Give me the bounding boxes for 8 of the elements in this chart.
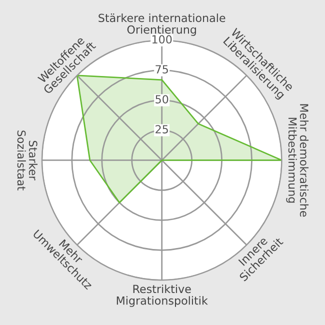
y-tick-label: 75 <box>156 65 168 74</box>
spoke-label: Restriktive Migrationspolitik <box>116 284 208 307</box>
spoke-label: Starker Sozialstaat <box>17 130 38 190</box>
y-tick-label: 50 <box>156 95 168 104</box>
spoke-label: Stärkere internationale Orientierung <box>98 14 226 36</box>
y-tick-label: 100 <box>152 35 172 44</box>
y-tick-label: 25 <box>156 125 168 134</box>
spoke-label: Mehr demokratische Mitbestimmung <box>286 104 309 217</box>
